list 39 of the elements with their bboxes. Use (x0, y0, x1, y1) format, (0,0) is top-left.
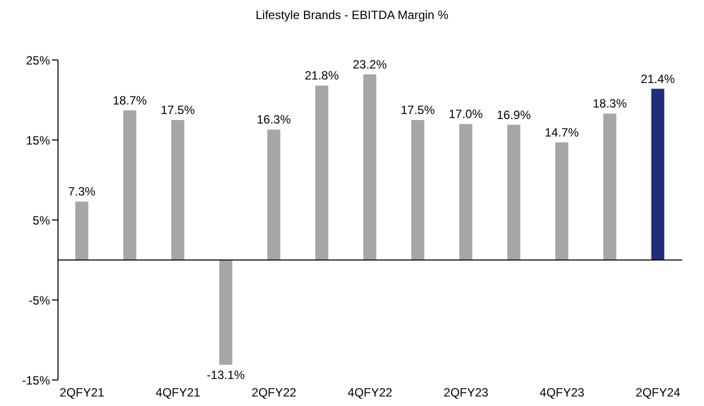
bar (507, 124, 520, 260)
y-tick-label: 5% (32, 213, 50, 228)
x-tick-label: 4QFY23 (540, 386, 585, 400)
y-tick-label: -5% (28, 293, 50, 308)
data-label: 16.3% (256, 112, 292, 127)
x-tick-label: 2QFY21 (60, 386, 105, 400)
bar (75, 202, 88, 260)
x-tick-label: 4QFY21 (156, 386, 201, 400)
x-tick-label: 2QFY24 (636, 386, 681, 400)
x-tick-label: 2QFY23 (444, 386, 489, 400)
bar (603, 114, 616, 260)
data-label: 18.7% (112, 93, 148, 108)
bar (315, 86, 328, 260)
data-label: -13.1% (206, 368, 246, 382)
x-tick-label: 2QFY22 (252, 386, 297, 400)
data-label: 16.9% (496, 108, 532, 122)
data-label: 17.5% (400, 103, 436, 117)
bar (267, 130, 280, 260)
data-label: 21.4% (640, 72, 676, 86)
data-label: 7.3% (68, 184, 96, 199)
bar (555, 142, 568, 260)
bar (171, 120, 184, 260)
bar (219, 260, 232, 365)
bar (123, 110, 136, 260)
y-tick-label: 25% (26, 53, 50, 68)
bar (651, 88, 664, 260)
y-tick-label: -15% (22, 373, 50, 388)
data-label: 14.7% (544, 125, 580, 140)
chart-title: Lifestyle Brands - EBITDA Margin % (254, 8, 450, 24)
x-tick-label: 4QFY22 (348, 386, 393, 400)
bar (411, 120, 424, 260)
data-label: 21.8% (304, 68, 340, 83)
data-label: 23.2% (352, 57, 388, 72)
data-label: 17.5% (160, 103, 196, 117)
data-label: 18.3% (592, 96, 628, 111)
y-tick-label: 15% (26, 133, 50, 148)
data-label: 17.0% (448, 107, 484, 121)
bar (363, 74, 376, 260)
bar (459, 124, 472, 260)
